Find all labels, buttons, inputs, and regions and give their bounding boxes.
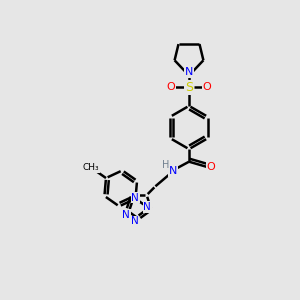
Text: N: N (131, 216, 139, 226)
Text: H: H (162, 160, 169, 170)
Text: CH₃: CH₃ (83, 163, 100, 172)
Text: S: S (185, 81, 193, 94)
Text: N: N (143, 202, 151, 212)
Text: N: N (122, 210, 130, 220)
Text: N: N (185, 67, 193, 77)
Text: N: N (169, 166, 178, 176)
Text: O: O (207, 162, 216, 172)
Text: O: O (202, 82, 211, 92)
Text: O: O (167, 82, 176, 92)
Text: N: N (131, 193, 139, 202)
